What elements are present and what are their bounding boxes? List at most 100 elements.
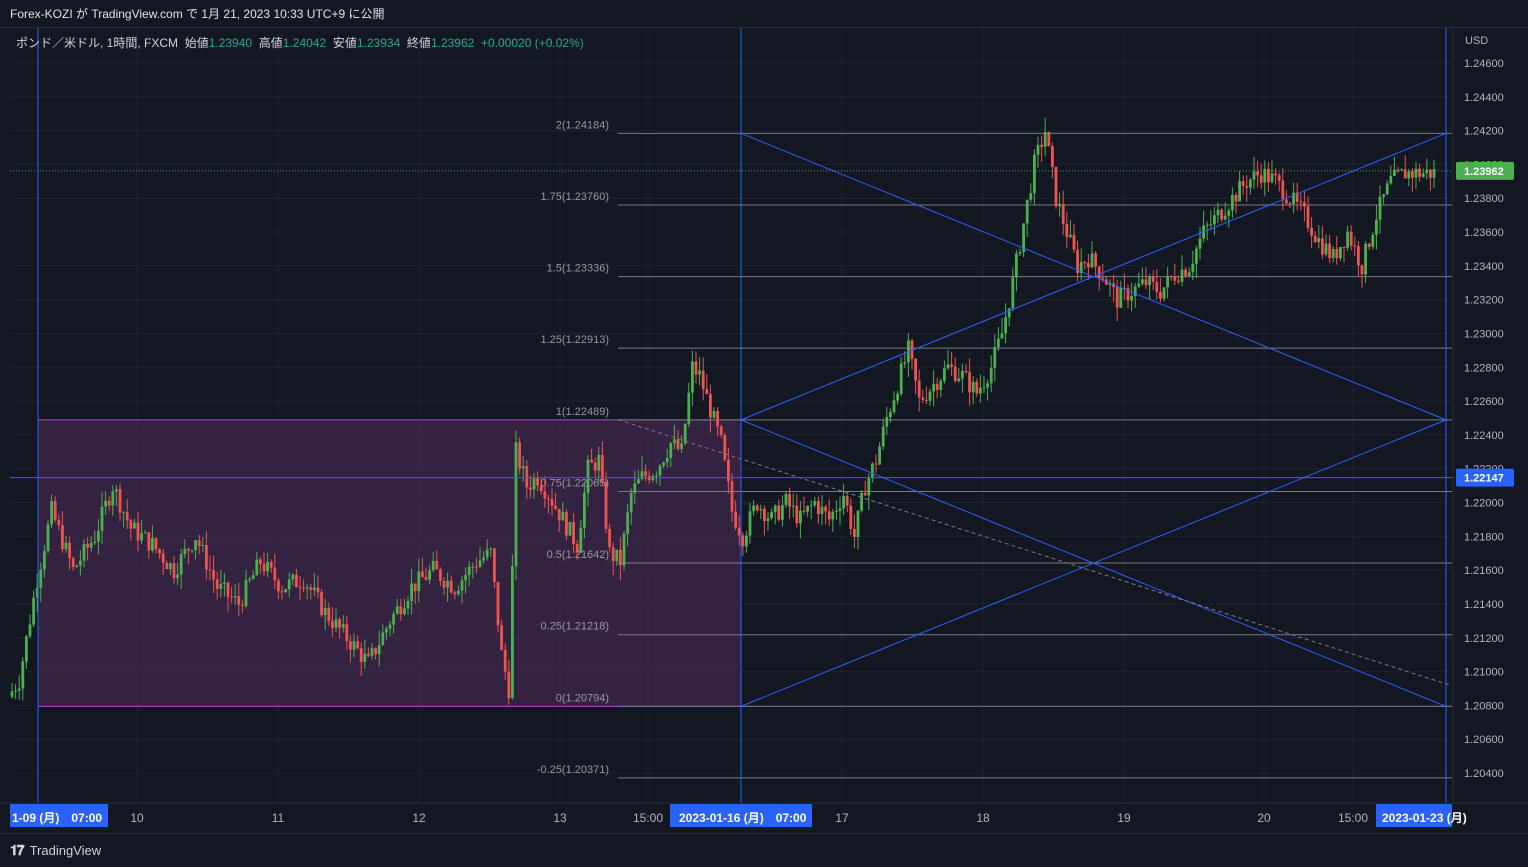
candle-body <box>50 501 53 525</box>
candle-body <box>1087 262 1090 268</box>
candle-body <box>39 569 43 588</box>
candle-body <box>597 455 601 471</box>
candle-body <box>291 574 295 580</box>
candle-body <box>622 533 626 566</box>
candle-body <box>723 434 727 460</box>
candle-body <box>1007 308 1011 318</box>
high-value: 1.24042 <box>282 36 327 50</box>
candle-body <box>259 559 262 564</box>
candle-body <box>122 512 125 514</box>
candle-body <box>921 397 925 400</box>
candle-body <box>1177 280 1180 282</box>
candle-body <box>25 636 28 662</box>
price-tick-label: 1.20400 <box>1464 768 1504 780</box>
candle-body <box>950 364 953 367</box>
candle-body <box>14 690 17 692</box>
time-tag-mid <box>670 804 812 827</box>
candle-body <box>1288 203 1292 205</box>
candle-body <box>334 619 338 628</box>
candle-body <box>97 530 100 542</box>
candle-body <box>151 538 154 551</box>
candle-body <box>856 510 860 537</box>
candle-body <box>568 521 572 536</box>
candle-body <box>190 550 194 552</box>
candle-body <box>140 533 143 541</box>
candle-body <box>320 592 323 616</box>
candle-body <box>35 587 39 598</box>
fan-line[interactable] <box>740 132 1447 421</box>
candle-body <box>1195 248 1198 264</box>
candle-body <box>773 505 777 512</box>
candle-body <box>385 628 388 633</box>
candle-body <box>644 471 647 476</box>
candle-body <box>1342 246 1346 248</box>
candle-body <box>1249 179 1252 188</box>
candle-body <box>611 547 615 562</box>
price-chart[interactable]: 2(1.24184) 1.75(1.23760) 1.5(1.23336) 1.25(… <box>0 28 1528 833</box>
candle-body <box>1321 238 1324 255</box>
candle-body <box>316 587 320 593</box>
candle-body <box>748 511 752 536</box>
candle-body <box>82 544 86 561</box>
symbol-label: ポンド／米ドル, 1時間, FXCM <box>16 36 179 50</box>
candle-body <box>752 505 755 512</box>
fib-label: 0.5(1.21642) <box>547 549 609 561</box>
candle-body <box>230 596 233 598</box>
candle-body <box>554 505 557 509</box>
candle-body <box>352 641 356 650</box>
candle-body <box>1047 132 1051 147</box>
price-tick-label: 1.20600 <box>1464 734 1504 746</box>
fan-line[interactable] <box>740 419 1447 707</box>
dashed-trendline[interactable] <box>617 419 1451 686</box>
candle-body <box>1184 269 1187 276</box>
candle-body <box>1223 215 1227 220</box>
candle-body <box>406 601 410 609</box>
candle-body <box>759 508 763 511</box>
candle-body <box>640 471 644 480</box>
candle-body <box>428 570 431 580</box>
candle-body <box>961 370 964 379</box>
candle-body <box>482 557 485 561</box>
candle-body <box>565 511 568 536</box>
price-tick-label: 1.22600 <box>1464 396 1504 408</box>
fib-label: 0.25(1.21218) <box>541 621 610 633</box>
candle-body <box>331 621 334 628</box>
candle-body <box>410 583 413 602</box>
candle-body <box>251 575 255 580</box>
candle-body <box>431 561 435 571</box>
candle-body <box>935 383 939 390</box>
candle-body <box>1324 243 1328 255</box>
candle-body <box>727 459 730 482</box>
candle-body <box>194 540 197 551</box>
candle-body <box>467 566 471 576</box>
candle-body <box>154 538 158 550</box>
candle-body <box>633 483 637 493</box>
candle-body <box>1245 185 1249 188</box>
current-price-tag-text: 1.23962 <box>1464 166 1504 178</box>
candle-body <box>601 455 604 482</box>
candle-body <box>1382 194 1385 197</box>
candle-body <box>615 549 619 562</box>
candle-body <box>1227 210 1231 216</box>
candle-body <box>169 563 172 570</box>
candle-body <box>874 463 878 465</box>
candle-body <box>158 549 161 554</box>
candle-body <box>788 493 791 507</box>
tradingview-logo[interactable]: 𝟏𝟕 TradingView <box>10 842 101 859</box>
candle-body <box>61 525 64 550</box>
candle-body <box>604 481 608 529</box>
candle-body <box>766 518 770 522</box>
candle-body <box>485 549 489 558</box>
candle-body <box>183 548 187 555</box>
candle-body <box>327 607 331 622</box>
candle-body <box>543 491 547 499</box>
candle-body <box>917 380 921 398</box>
candle-body <box>899 363 903 394</box>
candle-body <box>1367 243 1371 247</box>
candle-body <box>17 688 21 691</box>
candle-body <box>1000 333 1004 339</box>
candle-body <box>881 426 885 447</box>
chart-area[interactable]: 2(1.24184) 1.75(1.23760) 1.5(1.23336) 1.25(… <box>0 28 1528 833</box>
candle-body <box>1418 168 1421 177</box>
candle-body <box>417 571 421 591</box>
